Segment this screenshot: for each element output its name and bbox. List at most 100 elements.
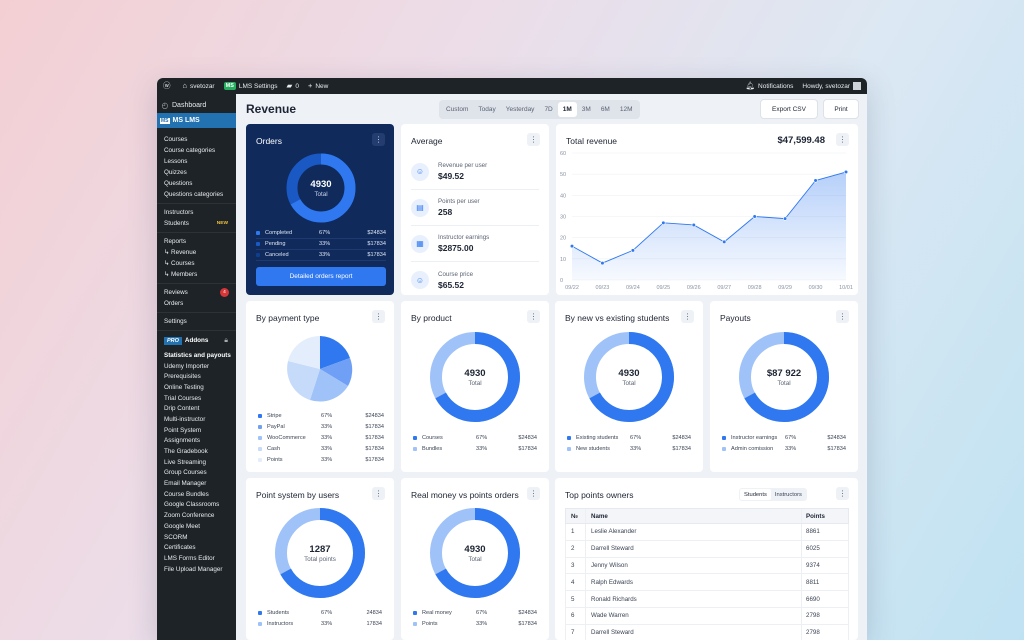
detailed-orders-report-button[interactable]: Detailed orders report bbox=[256, 267, 386, 286]
orders-menu-button[interactable]: ⋮ bbox=[372, 133, 385, 146]
sidebar-item-students[interactable]: Students NEW bbox=[164, 220, 228, 227]
payouts-menu-button[interactable]: ⋮ bbox=[836, 310, 849, 323]
range-option[interactable]: 6M bbox=[600, 106, 610, 113]
revenue-point[interactable] bbox=[691, 222, 696, 228]
sidebar-item-orders[interactable]: Orders bbox=[164, 300, 184, 307]
sidebar-item-dashboard[interactable]: ◴ Dashboard bbox=[161, 101, 207, 110]
range-option[interactable]: 7D bbox=[544, 106, 553, 113]
sidebar-addon-item[interactable]: Udemy Importer bbox=[164, 362, 210, 370]
range-option[interactable]: Today bbox=[478, 106, 496, 113]
tab-instructors[interactable]: Instructors bbox=[774, 491, 802, 498]
payment-type-menu-button[interactable]: ⋮ bbox=[372, 310, 385, 323]
sidebar-addon-item[interactable]: Statistics and payouts bbox=[164, 351, 231, 359]
sidebar-subitem-report[interactable]: ↳ Courses bbox=[164, 260, 195, 267]
export-csv-button[interactable]: Export CSV bbox=[760, 99, 818, 119]
revenue-point[interactable] bbox=[752, 214, 757, 219]
table-row[interactable]: 5 Ronald Richards 6690 bbox=[565, 591, 849, 608]
table-row[interactable]: 6 Wade Warren 2798 bbox=[565, 607, 849, 625]
range-option[interactable]: Yesterday bbox=[505, 106, 535, 113]
sidebar-addon-item[interactable]: Email Manager bbox=[164, 480, 207, 488]
lms-settings-link[interactable]: MS LMS Settings bbox=[223, 82, 278, 90]
sidebar-addon-item[interactable]: Trial Courses bbox=[164, 394, 202, 402]
pro-badge: PRO bbox=[164, 336, 182, 345]
wordpress-logo-icon[interactable]: ⓦ bbox=[163, 81, 171, 91]
sidebar-addon-item[interactable]: Point System bbox=[164, 426, 202, 434]
sidebar-subitem-report[interactable]: ↳ Revenue bbox=[164, 249, 197, 256]
table-row[interactable]: 1 Leslie Alexander 8861 bbox=[565, 524, 849, 541]
sidebar-item-quizzes[interactable]: Quizzes bbox=[164, 169, 187, 176]
revenue-point[interactable] bbox=[661, 220, 666, 225]
top-points-menu-button[interactable]: ⋮ bbox=[836, 487, 849, 500]
legend-item: PayPal 33% $17834 bbox=[258, 421, 384, 432]
sidebar-item-addons[interactable]: PRO Addons 🔒︎ bbox=[157, 334, 236, 347]
range-option[interactable]: 1M bbox=[557, 102, 577, 117]
average-title: Average bbox=[411, 136, 443, 146]
revenue-point[interactable] bbox=[783, 216, 788, 221]
new-vs-existing-menu-button[interactable]: ⋮ bbox=[681, 310, 694, 323]
legend-swatch bbox=[722, 446, 726, 451]
sidebar-item-course-categories[interactable]: Course categories bbox=[164, 147, 216, 154]
average-menu-button[interactable]: ⋮ bbox=[527, 133, 540, 146]
sidebar-addon-item[interactable]: Group Courses bbox=[164, 469, 207, 477]
sidebar-addon-item[interactable]: SCORM bbox=[164, 533, 188, 541]
new-vs-existing-donut bbox=[584, 332, 674, 422]
sidebar-addon-item[interactable]: LMS Forms Editor bbox=[164, 554, 215, 562]
revenue-point[interactable] bbox=[722, 239, 727, 244]
sidebar-addon-item[interactable]: Drip Content bbox=[164, 405, 200, 413]
sidebar-addon-item[interactable]: Multi-instructor bbox=[164, 415, 206, 423]
reviews-count-badge: 4 bbox=[220, 288, 229, 297]
sidebar-subitem-report[interactable]: ↳ Members bbox=[164, 271, 198, 278]
real-vs-points-menu-button[interactable]: ⋮ bbox=[527, 487, 540, 500]
sidebar-addon-item[interactable]: Course Bundles bbox=[164, 490, 209, 498]
sidebar-item-reports[interactable]: Reports bbox=[164, 238, 187, 245]
total-revenue-menu-button[interactable]: ⋮ bbox=[836, 133, 849, 146]
legend-item: Points 33% $17834 bbox=[258, 454, 384, 465]
range-option[interactable]: 12M bbox=[619, 106, 633, 113]
sidebar-item-questions-categories[interactable]: Questions categories bbox=[164, 191, 224, 198]
range-option[interactable]: 3M bbox=[581, 106, 591, 113]
range-option[interactable]: Custom bbox=[446, 106, 469, 113]
sidebar-addon-item[interactable]: File Upload Manager bbox=[164, 565, 223, 573]
new-badge: NEW bbox=[216, 221, 228, 226]
revenue-point[interactable] bbox=[630, 248, 635, 253]
table-row[interactable]: 3 Jenny Wilson 9374 bbox=[565, 557, 849, 575]
donut-segment bbox=[430, 332, 520, 422]
revenue-point[interactable] bbox=[600, 260, 605, 266]
sidebar-addon-item[interactable]: Prerequisites bbox=[164, 373, 201, 381]
sidebar-addon-item[interactable]: Online Testing bbox=[164, 383, 204, 391]
sidebar-item-instructors[interactable]: Instructors bbox=[164, 209, 194, 216]
x-tick-label: 09/28 bbox=[748, 285, 762, 291]
sidebar-addon-item[interactable]: Assignments bbox=[164, 437, 201, 445]
sidebar-item-settings[interactable]: Settings bbox=[164, 318, 187, 325]
sidebar-addon-item[interactable]: Certificates bbox=[164, 544, 196, 552]
site-name-link[interactable]: ⌂ svetozar bbox=[182, 81, 215, 91]
point-system-menu-button[interactable]: ⋮ bbox=[372, 487, 385, 500]
payment-type-legend: Stripe 67% $24834 PayPal 33% $17834 WooCommerc… bbox=[258, 410, 384, 465]
table-row[interactable]: 7 Darrell Steward 2798 bbox=[565, 624, 849, 640]
legend-item: Students 67% 24834 bbox=[258, 607, 382, 618]
sidebar-addon-item[interactable]: Zoom Conference bbox=[164, 512, 215, 520]
legend-swatch bbox=[413, 446, 417, 451]
sidebar-addon-item[interactable]: The Gradebook bbox=[164, 448, 208, 456]
sidebar-addon-item[interactable]: Google Meet bbox=[164, 522, 201, 530]
comments-link[interactable]: ▰ 0 bbox=[286, 81, 299, 91]
new-link[interactable]: + New bbox=[307, 81, 329, 91]
print-button[interactable]: Print bbox=[823, 99, 859, 119]
sidebar-item-ms-lms[interactable]: MS MS LMS bbox=[157, 113, 236, 128]
sidebar-item-lessons[interactable]: Lessons bbox=[164, 158, 188, 165]
user-menu[interactable]: Howdy, svetozar bbox=[802, 82, 861, 90]
tab-students[interactable]: Students bbox=[740, 489, 771, 500]
revenue-point[interactable] bbox=[843, 169, 849, 175]
sidebar-item-questions[interactable]: Questions bbox=[164, 180, 193, 187]
by-product-menu-button[interactable]: ⋮ bbox=[527, 310, 540, 323]
sidebar-addon-item[interactable]: Google Classrooms bbox=[164, 501, 220, 509]
revenue-point[interactable] bbox=[813, 178, 818, 183]
table-row[interactable]: 4 Ralph Edwards 8811 bbox=[565, 574, 849, 592]
notifications-link[interactable]: 🔔︎ Notifications bbox=[745, 81, 794, 91]
table-row[interactable]: 2 Darrell Steward 6025 bbox=[565, 540, 849, 558]
sidebar-item-courses[interactable]: Courses bbox=[164, 136, 188, 143]
revenue-point[interactable] bbox=[569, 244, 575, 249]
sidebar-item-reviews[interactable]: Reviews 4 bbox=[157, 287, 236, 298]
pie-slice-points bbox=[288, 336, 320, 369]
sidebar-addon-item[interactable]: Live Streaming bbox=[164, 458, 206, 466]
